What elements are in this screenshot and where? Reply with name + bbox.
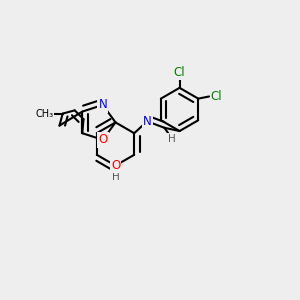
Text: N: N (98, 98, 107, 111)
Text: Cl: Cl (211, 90, 222, 103)
Text: H: H (168, 134, 176, 144)
Text: H: H (112, 172, 119, 182)
Text: N: N (143, 115, 152, 128)
Text: O: O (98, 134, 107, 146)
Text: CH₃: CH₃ (35, 109, 53, 118)
Text: Cl: Cl (174, 66, 185, 79)
Text: O: O (111, 159, 120, 172)
